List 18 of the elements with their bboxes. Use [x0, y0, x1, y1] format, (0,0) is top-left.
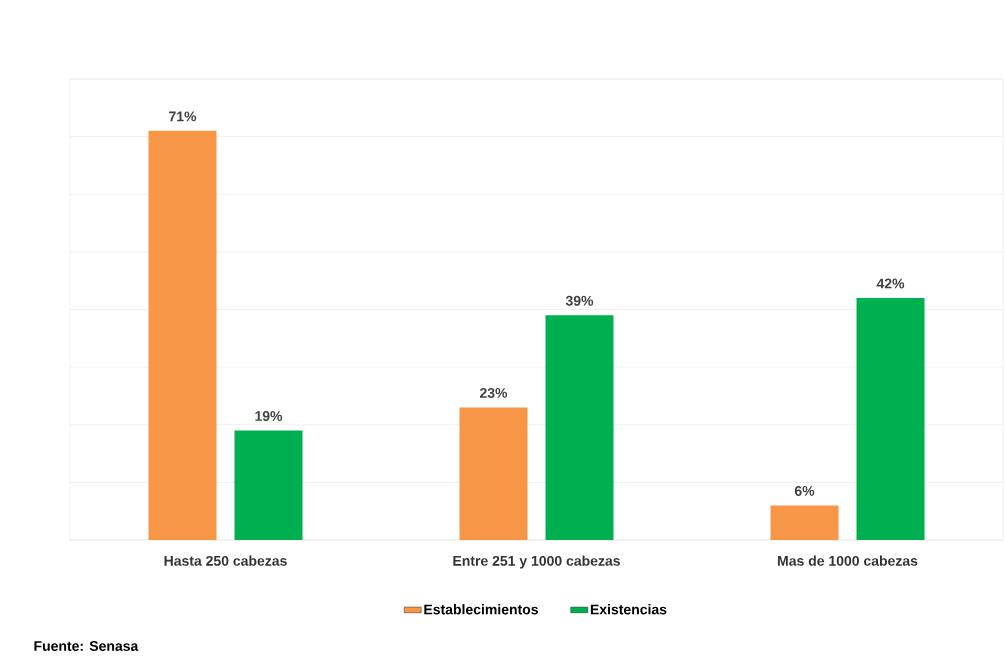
data-label: 23%	[479, 388, 508, 398]
data-label: 42%	[876, 278, 905, 289]
data-label: 71%	[169, 111, 197, 122]
x-tick-label: Entre 251 y 1000 cabezas	[453, 555, 620, 569]
bar	[545, 315, 614, 540]
x-tick-label: Hasta 250 cabezas	[164, 555, 287, 566]
bar	[148, 130, 217, 540]
bar	[459, 407, 528, 540]
source-note: Fuente: Senasa	[34, 641, 139, 651]
data-label: 19%	[255, 411, 283, 421]
bar	[234, 430, 303, 540]
data-label: 39%	[565, 295, 594, 306]
data-label: 6%	[794, 485, 815, 496]
legend-label: Establecimientos	[424, 604, 538, 615]
legend-label: Existencias	[590, 604, 667, 615]
x-tick-label: Mas de 1000 cabezas	[778, 555, 918, 566]
bar	[770, 505, 839, 540]
bar	[856, 297, 925, 540]
